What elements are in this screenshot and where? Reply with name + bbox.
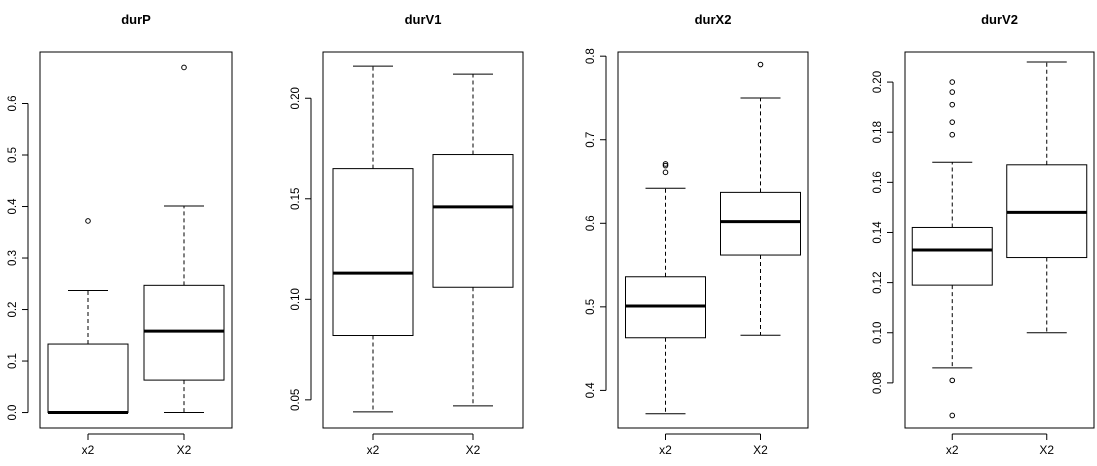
outlier-point — [949, 131, 956, 138]
y-tick-label: 0.20 — [872, 71, 884, 93]
y-tick-label: 0.08 — [872, 372, 884, 394]
y-tick-label: 0.3 — [7, 250, 19, 266]
y-tick-label: 0.12 — [872, 271, 884, 293]
box-x2 — [332, 65, 414, 413]
panel-durV2: durV2 0.08 0.10 0.12 0.14 0.16 0.18 0.20 x2 X2 — [872, 12, 1095, 457]
iqr-box — [47, 343, 129, 414]
y-tick-label: 0.10 — [872, 322, 884, 344]
panel-title: durV2 — [981, 12, 1018, 27]
iqr-box — [332, 168, 414, 337]
box-X2 — [143, 64, 225, 414]
outlier-point — [662, 162, 669, 169]
y-tick-label: 0.2 — [7, 302, 19, 318]
outlier-point — [662, 161, 669, 167]
y-tick-label: 0.20 — [290, 87, 302, 109]
iqr-box — [432, 154, 514, 288]
iqr-box — [720, 191, 801, 256]
box-x2 — [625, 161, 706, 415]
outlier-point — [949, 101, 956, 108]
plot-frame — [322, 51, 524, 429]
outlier-point — [949, 79, 956, 85]
outlier-point — [949, 119, 956, 125]
x-category-label: X2 — [177, 443, 192, 457]
box-x2 — [47, 218, 129, 415]
outlier-point — [181, 64, 187, 71]
y-tick-label: 0.1 — [7, 353, 19, 369]
plot-frame — [904, 51, 1095, 429]
y-tick-label: 0.6 — [585, 215, 597, 231]
outlier-point — [662, 169, 669, 176]
y-tick-label: 0.15 — [290, 188, 302, 210]
outlier-point — [949, 89, 956, 95]
outlier-point — [85, 218, 91, 224]
outlier-point — [949, 412, 956, 419]
x-category-label: x2 — [82, 443, 95, 457]
x-category-label: X2 — [1039, 443, 1054, 457]
iqr-box — [911, 226, 993, 286]
panel-title: durV1 — [405, 12, 442, 27]
panel-title: durP — [121, 12, 151, 27]
x-category-label: X2 — [466, 443, 481, 457]
y-tick-label: 0.7 — [585, 132, 597, 148]
panel-title: durX2 — [695, 12, 732, 27]
y-tick-label: 0.6 — [7, 96, 19, 112]
plot-frame — [39, 51, 233, 429]
y-tick-label: 0.8 — [585, 48, 597, 64]
x-category-label: x2 — [367, 443, 380, 457]
panel-durX2: durX2 0.4 0.5 0.6 0.7 0.8 x2 X2 — [585, 12, 809, 457]
y-tick-label: 0.5 — [585, 299, 597, 315]
box-X2 — [1006, 61, 1088, 334]
y-tick-label: 0.4 — [585, 382, 597, 399]
panel-durV1: durV1 0.05 0.10 0.15 0.20 x2 X2 — [290, 12, 524, 457]
box-x2 — [911, 79, 993, 419]
y-tick-label: 0.0 — [7, 405, 19, 421]
x-category-label: x2 — [946, 443, 959, 457]
panel-durP: durP 0.0 0.1 0.2 0.3 0.4 0.5 0.6 x2 X2 — [7, 12, 233, 457]
box-X2 — [432, 73, 514, 407]
plot-frame — [617, 51, 809, 429]
y-tick-label: 0.16 — [872, 171, 884, 193]
box-X2 — [720, 61, 801, 336]
y-tick-label: 0.4 — [7, 198, 19, 215]
iqr-box — [143, 284, 225, 381]
y-tick-label: 0.05 — [290, 389, 302, 411]
outlier-point — [949, 377, 956, 384]
y-tick-label: 0.14 — [872, 221, 884, 244]
y-tick-label: 0.5 — [7, 147, 19, 163]
x-category-label: x2 — [659, 443, 672, 457]
y-tick-label: 0.18 — [872, 121, 884, 143]
x-category-label: X2 — [753, 443, 768, 457]
y-tick-label: 0.10 — [290, 288, 302, 310]
outlier-point — [757, 61, 764, 68]
